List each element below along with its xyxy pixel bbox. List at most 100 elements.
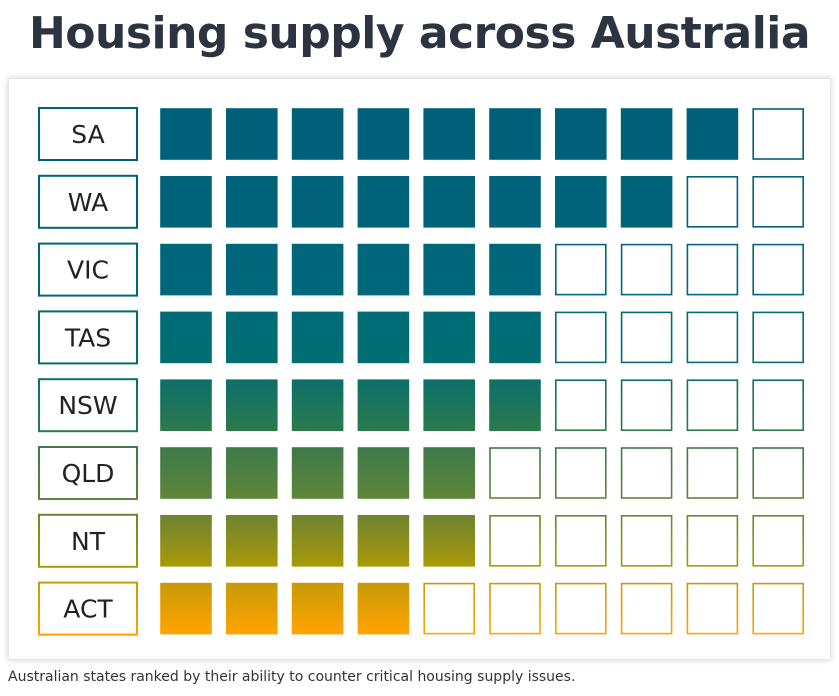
waffle-square-filled (226, 311, 278, 364)
waffle-square-empty (554, 311, 607, 364)
row-label-box (38, 107, 138, 161)
waffle-square-empty (620, 311, 673, 364)
waffle-square-empty (554, 514, 607, 567)
waffle-square-filled (160, 176, 212, 228)
waffle-square-filled (423, 447, 476, 499)
waffle-square-filled (226, 514, 278, 567)
row-label: NT (71, 527, 106, 556)
waffle-square-filled (160, 447, 212, 499)
row-tas: TAS (38, 310, 805, 365)
waffle-square-filled (357, 379, 410, 432)
row-label-box (38, 174, 138, 229)
row-label: ACT (63, 595, 113, 624)
waffle-square-filled (226, 379, 278, 432)
row-label: TAS (64, 323, 111, 352)
waffle-square-empty (752, 176, 805, 228)
waffle-square-filled (620, 108, 673, 160)
row-label: NSW (58, 391, 117, 420)
waffle-square-empty (686, 243, 739, 296)
waffle-square-filled (160, 514, 212, 567)
waffle-square-filled (226, 108, 278, 160)
row-label-box (38, 378, 138, 433)
waffle-square-empty (686, 379, 739, 432)
waffle-square-empty (752, 379, 805, 432)
waffle-square-filled (357, 514, 410, 567)
waffle-square-empty (686, 514, 739, 567)
waffle-square-empty (752, 582, 805, 635)
waffle-square-empty (489, 447, 541, 499)
waffle-square-empty (620, 514, 673, 567)
row-act: ACT (38, 581, 805, 636)
waffle-square-empty (752, 514, 805, 567)
waffle-square-filled (489, 176, 541, 228)
waffle-square-filled (291, 108, 344, 160)
waffle-square-filled (357, 176, 410, 228)
waffle-square-filled (291, 176, 344, 228)
waffle-square-empty (686, 311, 739, 364)
waffle-square-filled (226, 176, 278, 228)
waffle-square-empty (554, 582, 607, 635)
row-label: WA (68, 188, 108, 217)
waffle-square-empty (686, 447, 739, 499)
waffle-square-empty (686, 582, 739, 635)
waffle-square-filled (160, 311, 212, 364)
waffle-square-empty (620, 243, 673, 296)
waffle-square-filled (554, 108, 607, 160)
waffle-square-filled (160, 108, 212, 160)
row-label-box (38, 446, 138, 500)
row-qld: QLD (38, 446, 805, 500)
waffle-square-empty (423, 582, 476, 635)
waffle-square-empty (620, 379, 673, 432)
waffle-square-filled (554, 176, 607, 228)
row-nsw: NSW (38, 378, 805, 433)
row-label-box (38, 513, 138, 568)
waffle-square-filled (357, 582, 410, 635)
waffle-square-filled (160, 243, 212, 296)
waffle-square-filled (291, 447, 344, 499)
row-label-box (38, 581, 138, 636)
waffle-square-filled (686, 108, 739, 160)
waffle-square-filled (620, 176, 673, 228)
row-wa: WA (38, 174, 805, 229)
waffle-square-empty (752, 243, 805, 296)
waffle-square-filled (423, 379, 476, 432)
waffle-square-empty (752, 108, 805, 160)
waffle-square-filled (226, 447, 278, 499)
chart-caption: Australian states ranked by their abilit… (8, 669, 576, 685)
chart-title: Housing supply across Australia (28, 8, 811, 59)
waffle-square-filled (291, 379, 344, 432)
waffle-square-filled (423, 108, 476, 160)
waffle-chart: SA WA VIC TAS NSW QLD NT ACT (38, 107, 805, 636)
chart-card: SA WA VIC TAS NSW QLD NT ACT (8, 78, 831, 660)
waffle-square-filled (291, 243, 344, 296)
row-sa: SA (38, 107, 805, 161)
waffle-square-empty (620, 447, 673, 499)
waffle-square-filled (423, 514, 476, 567)
waffle-square-empty (554, 379, 607, 432)
row-label-box (38, 242, 138, 297)
row-label: VIC (67, 256, 109, 285)
waffle-square-empty (686, 176, 739, 228)
waffle-square-filled (423, 311, 476, 364)
waffle-square-filled (357, 243, 410, 296)
waffle-square-filled (489, 243, 541, 296)
waffle-square-empty (554, 447, 607, 499)
waffle-square-filled (357, 447, 410, 499)
row-label: SA (71, 120, 104, 149)
row-label-box (38, 310, 138, 365)
waffle-square-filled (291, 311, 344, 364)
row-nt: NT (38, 513, 805, 568)
waffle-square-filled (226, 243, 278, 296)
row-vic: VIC (38, 242, 805, 297)
waffle-square-filled (489, 108, 541, 160)
waffle-square-empty (489, 582, 541, 635)
waffle-square-empty (752, 311, 805, 364)
waffle-square-filled (160, 379, 212, 432)
waffle-square-filled (160, 582, 212, 635)
waffle-square-filled (489, 379, 541, 432)
waffle-square-empty (489, 514, 541, 567)
waffle-square-filled (291, 582, 344, 635)
waffle-square-filled (291, 514, 344, 567)
waffle-square-empty (752, 447, 805, 499)
waffle-square-filled (423, 176, 476, 228)
